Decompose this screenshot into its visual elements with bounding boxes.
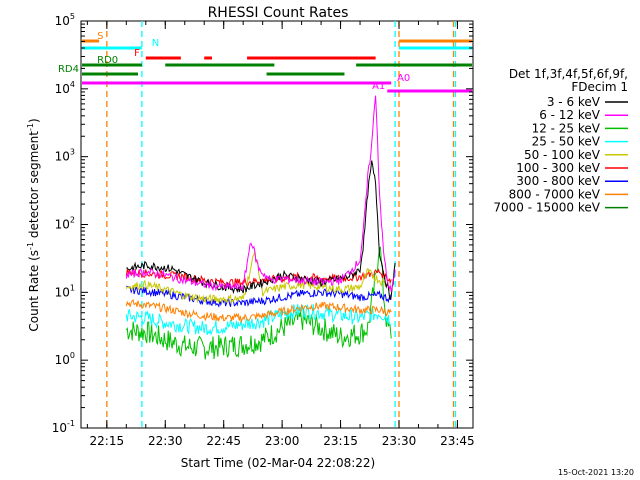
y-tick-exponent: 1 <box>70 283 75 292</box>
legend-label: 6 - 12 keV <box>539 108 601 122</box>
x-axis-label: Start Time (02-Mar-04 22:08:22) <box>181 456 375 470</box>
state-label-a0: A0 <box>397 73 410 84</box>
y-tick-base: 10 <box>55 14 70 28</box>
y-tick-exponent: -1 <box>67 419 75 428</box>
y-tick-exponent: 4 <box>70 80 75 89</box>
series-line-1 <box>125 95 396 292</box>
y-tick-exponent: 2 <box>70 216 75 225</box>
legend-label: 100 - 300 keV <box>516 161 600 175</box>
y-tick-label: 10-1 <box>52 419 75 435</box>
y-label-part-1: Count Rate (s <box>27 250 41 332</box>
series-line-3 <box>125 303 392 336</box>
legend-label: 7000 - 15000 keV <box>493 201 600 215</box>
x-tick-label: 23:15 <box>323 434 358 448</box>
y-tick-base: 10 <box>55 218 70 232</box>
y-tick-exponent: 5 <box>70 12 75 21</box>
state-label-rd0: RD0 <box>97 55 118 66</box>
y-tick-base: 10 <box>55 82 70 96</box>
series-line-2 <box>125 246 392 360</box>
legend-label: 12 - 25 keV <box>532 121 601 135</box>
y-tick-label: 101 <box>55 283 75 299</box>
x-tick-label: 23:45 <box>440 434 475 448</box>
y-tick-base: 10 <box>52 421 67 435</box>
x-tick-label: 23:00 <box>265 434 300 448</box>
legend-label: 25 - 50 keV <box>532 135 601 149</box>
series-line-0 <box>126 160 396 301</box>
legend-label: 50 - 100 keV <box>524 148 601 162</box>
legend-label: 800 - 7000 keV <box>509 187 601 201</box>
x-tick-label: 22:45 <box>206 434 241 448</box>
legend-label: 3 - 6 keV <box>547 95 601 109</box>
legend-label: 300 - 800 keV <box>516 174 600 188</box>
y-label-sup-1: -1 <box>26 242 35 250</box>
y-tick-label: 105 <box>55 12 75 28</box>
x-tick-label: 22:30 <box>148 434 183 448</box>
y-tick-base: 10 <box>55 353 70 367</box>
chart-title: RHESSI Count Rates <box>208 5 349 21</box>
y-tick-base: 10 <box>55 150 70 164</box>
y-label-part-3: ) <box>27 118 41 123</box>
footer-timestamp: 15-Oct-2021 13:20 <box>558 468 634 477</box>
y-tick-label: 102 <box>55 216 75 232</box>
legend: Det 1f,3f,4f,5f,6f,9f, FDecim 1 3 - 6 ke… <box>493 67 628 215</box>
y-tick-label: 103 <box>55 148 75 164</box>
y-label-sup-2: -1 <box>26 123 35 131</box>
state-label-a1: A1 <box>372 81 385 92</box>
series-line-7 <box>125 298 392 324</box>
series-line-4 <box>125 250 392 305</box>
legend-header-line-2: FDecim 1 <box>571 80 628 94</box>
y-label-part-2: detector segment <box>27 131 41 242</box>
y-tick-exponent: 3 <box>70 148 75 157</box>
legend-header-line-1: Det 1f,3f,4f,5f,6f,9f, <box>509 67 628 81</box>
y-tick-exponent: 0 <box>70 351 75 360</box>
state-label-n: N <box>152 38 159 49</box>
state-label-rd4: RD4 <box>58 64 79 75</box>
y-tick-label: 100 <box>55 351 75 367</box>
y-axis-label: Count Rate (s-1 detector segment-1) <box>26 118 41 331</box>
state-label-s: S <box>97 31 103 42</box>
x-tick-label: 22:15 <box>90 434 125 448</box>
y-tick-label: 104 <box>55 80 75 96</box>
x-tick-label: 23:30 <box>382 434 417 448</box>
y-tick-base: 10 <box>55 285 70 299</box>
state-label-f: F <box>134 48 140 59</box>
